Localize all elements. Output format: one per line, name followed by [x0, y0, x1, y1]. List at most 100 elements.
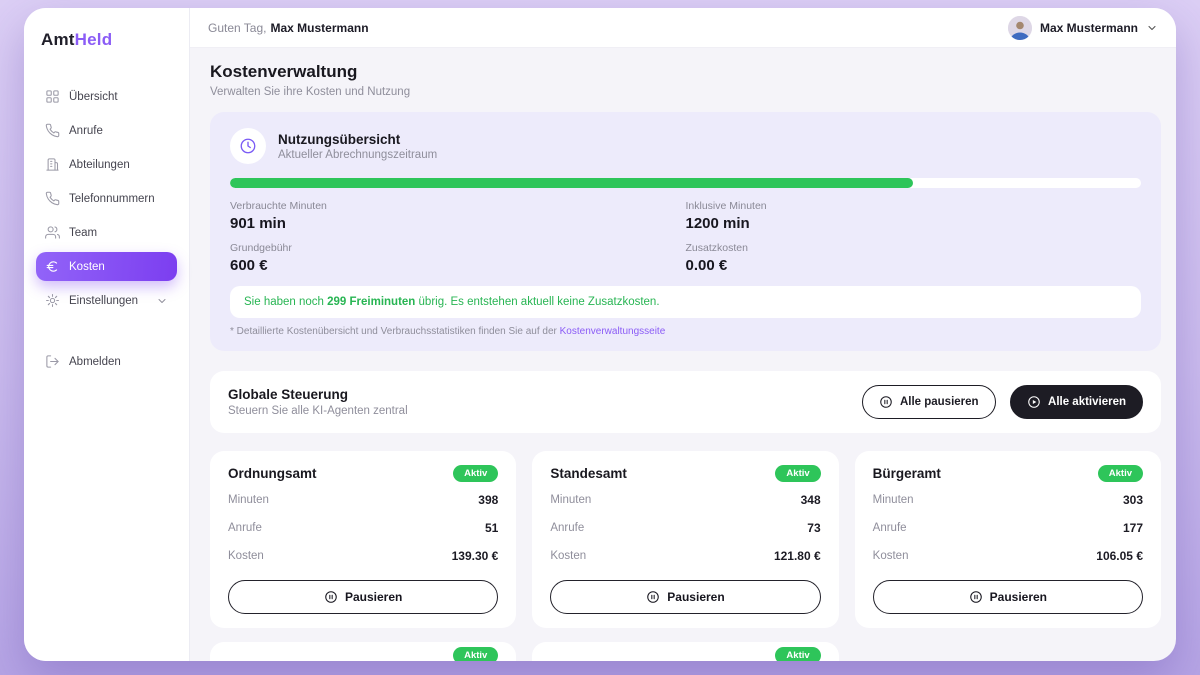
stat-value: 901 min [230, 215, 286, 232]
row-label: Anrufe [228, 522, 262, 534]
main-content: Guten Tag, Max Mustermann Max Mustermann … [190, 8, 1176, 661]
euro-icon [45, 259, 60, 274]
gear-icon [45, 293, 60, 308]
greeting: Guten Tag, Max Mustermann [208, 21, 369, 35]
note-prefix: Sie haben noch [244, 296, 328, 308]
agent-minutes-row: Minuten 348 [550, 486, 820, 514]
stat-label: Zusatzkosten [685, 242, 748, 254]
building-icon [45, 157, 60, 172]
pause-all-label: Alle pausieren [899, 396, 979, 408]
phone-icon [45, 191, 60, 206]
sidebar-item-label: Übersicht [69, 90, 118, 103]
agent-card-header: Aktiv [228, 647, 499, 661]
phone-icon [45, 123, 60, 138]
page-subtitle: Verwalten Sie ihre Kosten und Nutzung [210, 86, 411, 98]
agent-calls-row: Anrufe 177 [873, 514, 1143, 542]
agent-card-header: Aktiv [550, 647, 821, 661]
agent-card-header: Bürgeramt Aktiv [873, 465, 1143, 482]
sidebar-nav: Übersicht Anrufe Abteilungen Telefonnumm… [36, 82, 177, 376]
sidebar-item-anrufe[interactable]: Anrufe [36, 116, 177, 145]
agent-minutes-row: Minuten 398 [228, 486, 498, 514]
stat-inklusive-minuten: Inklusive Minuten 1200 min [686, 200, 1142, 232]
activate-all-button[interactable]: Alle aktivieren [1010, 385, 1143, 419]
status-badge: Aktiv [453, 465, 499, 482]
play-circle-icon [1027, 395, 1041, 409]
stat-grundgebuehr: Grundgebühr 600 € [230, 242, 686, 274]
row-value: 51 [484, 521, 499, 535]
sidebar-item-abmelden[interactable]: Abmelden [36, 347, 177, 376]
sidebar-item-einstellungen[interactable]: Einstellungen [36, 286, 177, 315]
sidebar: AmtHeld Übersicht Anrufe Abteilungen [24, 8, 190, 661]
kostenverwaltungsseite-link[interactable]: Kostenverwaltungsseite [559, 326, 666, 337]
usage-progress-bar [230, 178, 1141, 188]
pause-label: Pausieren [667, 590, 725, 604]
row-label: Anrufe [550, 522, 585, 534]
empty-grid-cell [855, 642, 1161, 661]
stat-value: 600 € [230, 257, 268, 274]
row-label: Kosten [550, 550, 587, 562]
note-highlight: 299 Freiminuten [327, 296, 416, 308]
grid-icon [45, 89, 60, 104]
row-label: Minuten [872, 494, 914, 506]
agent-card-standesamt: Standesamt Aktiv Minuten 348 Anrufe 73 K… [532, 451, 839, 628]
agent-card-ordnungsamt: Ordnungsamt Aktiv Minuten 398 Anrufe 51 … [210, 451, 517, 628]
agent-card-header: Ordnungsamt Aktiv [228, 465, 499, 482]
usage-footnote: * Detaillierte Kostenübersicht und Verbr… [230, 326, 1141, 337]
global-control-text: Globale Steuerung Steuern Sie alle KI-Ag… [228, 387, 408, 417]
greeting-username: Max Mustermann [270, 20, 369, 35]
agent-name: Ordnungsamt [228, 466, 317, 481]
logout-icon [45, 354, 60, 369]
agent-costs-row: Kosten 106.05 € [873, 542, 1143, 570]
user-menu[interactable]: Max Mustermann [1007, 15, 1158, 40]
sidebar-item-uebersicht[interactable]: Übersicht [36, 82, 177, 111]
chevron-down-icon [156, 295, 168, 307]
brand-logo: AmtHeld [41, 30, 177, 50]
sidebar-item-abteilungen[interactable]: Abteilungen [36, 150, 177, 179]
sidebar-item-kosten[interactable]: Kosten [36, 252, 177, 281]
pause-circle-icon [646, 590, 660, 604]
agent-calls-row: Anrufe 73 [550, 514, 820, 542]
topbar: Guten Tag, Max Mustermann Max Mustermann [190, 8, 1176, 48]
row-value: 121.80 € [773, 549, 821, 563]
usage-progress-fill [230, 178, 914, 188]
note-suffix: übrig. Es entstehen aktuell keine Zusatz… [415, 296, 660, 308]
agent-card-buergeramt: Bürgeramt Aktiv Minuten 303 Anrufe 177 K… [854, 451, 1161, 628]
row-value: 73 [807, 521, 821, 535]
chevron-down-icon [1146, 22, 1158, 34]
global-control-card: Globale Steuerung Steuern Sie alle KI-Ag… [210, 371, 1161, 433]
stat-label: Grundgebühr [230, 242, 292, 254]
sidebar-item-telefonnummern[interactable]: Telefonnummern [36, 184, 177, 213]
footnote-text: * Detaillierte Kostenübersicht und Verbr… [230, 326, 560, 337]
stat-value: 0.00 € [685, 257, 728, 274]
global-control-actions: Alle pausieren Alle aktivieren [861, 385, 1143, 419]
usage-title: Nutzungsübersicht [278, 131, 401, 147]
pause-agent-button[interactable]: Pausieren [550, 580, 821, 614]
activate-all-label: Alle aktivieren [1048, 396, 1126, 408]
pause-circle-icon [324, 590, 338, 604]
row-value: 106.05 € [1096, 549, 1143, 563]
status-badge: Aktiv [1097, 465, 1143, 482]
pause-label: Pausieren [344, 590, 403, 604]
pause-circle-icon [879, 395, 893, 409]
sidebar-item-label: Abmelden [69, 355, 121, 368]
agent-cards-grid: Ordnungsamt Aktiv Minuten 398 Anrufe 51 … [210, 451, 1161, 628]
row-value: 177 [1122, 521, 1143, 535]
pause-all-button[interactable]: Alle pausieren [861, 385, 996, 419]
sidebar-item-team[interactable]: Team [36, 218, 177, 247]
free-minutes-note: Sie haben noch 299 Freiminuten übrig. Es… [230, 286, 1141, 318]
page-scroll-area[interactable]: Kostenverwaltung Verwalten Sie ihre Kost… [190, 48, 1176, 661]
user-name: Max Mustermann [1039, 20, 1138, 35]
global-control-title: Globale Steuerung [228, 387, 349, 402]
global-control-subtitle: Steuern Sie alle KI-Agenten zentral [228, 405, 408, 417]
avatar [1007, 15, 1032, 40]
pause-circle-icon [969, 590, 983, 604]
stat-label: Verbrauchte Minuten [230, 200, 327, 212]
status-badge: Aktiv [453, 647, 499, 661]
stat-zusatzkosten: Zusatzkosten 0.00 € [686, 242, 1142, 274]
sidebar-item-label: Einstellungen [69, 294, 139, 307]
sidebar-item-label: Telefonnummern [69, 192, 155, 205]
row-label: Anrufe [872, 522, 907, 534]
pause-agent-button[interactable]: Pausieren [228, 580, 499, 614]
sidebar-item-label: Kosten [69, 260, 105, 273]
pause-agent-button[interactable]: Pausieren [872, 580, 1143, 614]
